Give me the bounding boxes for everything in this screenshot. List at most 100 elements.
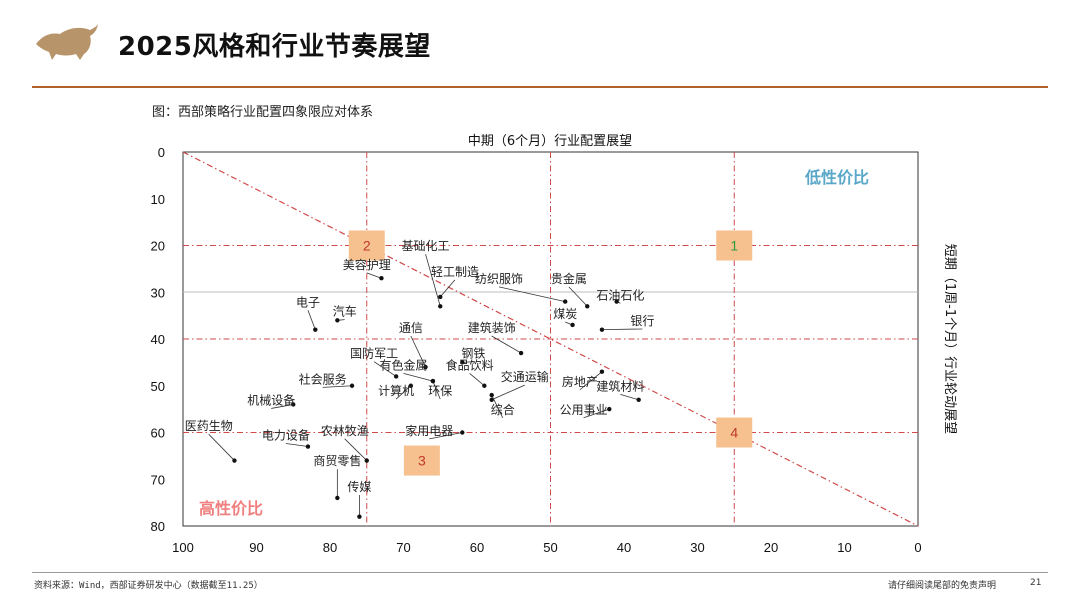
data-point [585,304,590,309]
point-label: 房地产 [562,374,598,389]
data-point [599,369,605,374]
leader-line [285,443,309,447]
quadrant-dividers [183,152,918,526]
data-point [313,327,318,332]
quadrant-label: 4 [730,425,738,441]
point-label: 农林牧渔 [321,424,369,438]
y-axis-ticks: 0 10 20 30 40 50 60 70 80 [151,145,165,534]
x-axis-ticks: 100 90 80 70 60 50 40 30 20 10 0 [172,540,921,555]
source-note: 资料来源：Wind，西部证券研发中心（数据截至11.25） [34,581,263,591]
point-label: 社会服务 [299,371,347,386]
y-tick-label: 40 [151,332,165,347]
y-tick-label: 0 [158,145,165,160]
leader-line [373,361,397,377]
chart-title: 中期（6个月）行业配置展望 [468,133,632,149]
point-label: 综合 [491,402,515,417]
quadrant-label: 1 [730,238,738,254]
data-point [393,374,399,379]
data-point [423,364,428,370]
point-label: 环保 [428,384,452,398]
leader-line [601,328,643,331]
leader-line [579,371,603,391]
diagonal-line [182,151,919,527]
data-point [460,360,465,365]
y-tick-label: 70 [151,472,165,487]
y-tick-label: 30 [151,285,165,300]
bull-logo-shape [36,24,98,60]
leader-line [491,335,522,354]
leader-line [403,373,434,382]
point-label: 贵金属 [551,271,587,286]
point-label: 国防军工 [350,346,398,361]
data-point [232,458,237,463]
leader-line [410,335,426,368]
x-tick-label: 10 [837,540,851,555]
x-tick-label: 40 [617,540,631,555]
quadrant-box [716,417,753,448]
data-point [335,318,340,323]
leader-line [344,438,368,461]
zone-low-value: 低性价比 [804,168,869,187]
leader-line [395,385,412,400]
point-label: 商贸零售 [313,453,361,468]
y-tick-label: 50 [151,379,165,394]
point-label: 钢铁 [461,347,485,361]
point-label: 电力设备 [262,429,310,443]
data-point [364,458,369,463]
data-point [563,299,568,304]
data-point [438,294,443,300]
point-label: 公用事业 [560,403,608,417]
point-label: 纺织服饰 [475,272,523,286]
x-tick-label: 50 [543,540,557,555]
y-tick-label: 20 [151,239,165,254]
point-label: 通信 [399,321,423,335]
point-label: 石油石化 [596,288,644,302]
leader-line [322,385,353,388]
leader-line [491,394,504,418]
point-label: 电子 [296,295,320,309]
data-point [599,327,605,332]
x-tick-label: 90 [249,540,263,555]
point-label: 轻工制造 [431,265,479,279]
x-tick-label: 70 [396,540,410,555]
x-tick-label: 30 [690,540,704,555]
leader-line [583,408,610,419]
leader-line [498,286,566,302]
data-point [438,304,443,309]
x-tick-label: 0 [914,540,921,555]
point-label: 机械设备 [247,392,295,407]
leader-line [439,279,456,298]
leader-line [491,384,525,401]
leader-line [620,394,639,401]
page-number: 21 [1030,578,1042,588]
data-point [614,299,619,304]
point-label: 美容护理 [343,257,391,272]
leader-line [366,272,382,279]
data-point [291,402,296,407]
x-tick-label: 100 [172,540,194,555]
zone-high-value: 高性价比 [199,499,263,518]
header-divider [32,86,1048,88]
bull-logo [34,22,100,62]
page-title: 2025风格和行业节奏展望 [118,32,431,62]
data-point [408,383,414,388]
quadrant-box [348,230,385,261]
figure-caption: 图：西部策略行业配置四象限应对体系 [152,105,374,120]
disclaimer-link[interactable]: 请仔细阅读尾部的免责声明 [888,581,997,591]
data-point [379,276,384,281]
quadrant-label: 3 [418,453,426,469]
data-point [430,378,436,384]
y-tick-label: 60 [151,426,165,441]
data-point [357,514,362,519]
data-point [489,392,494,398]
point-label: 建筑材料 [596,378,644,393]
y-tick-label: 10 [151,192,165,207]
footer-divider [32,572,1048,573]
quadrant-box [716,230,753,261]
x-tick-label: 20 [764,540,778,555]
leader-line [425,254,441,307]
point-label: 基础化工 [402,239,450,253]
y-axis-title: 短期（1周-1个月）行业轮动展望 [942,244,958,434]
point-label: 食品饮料 [446,357,494,372]
data-point [482,383,487,388]
